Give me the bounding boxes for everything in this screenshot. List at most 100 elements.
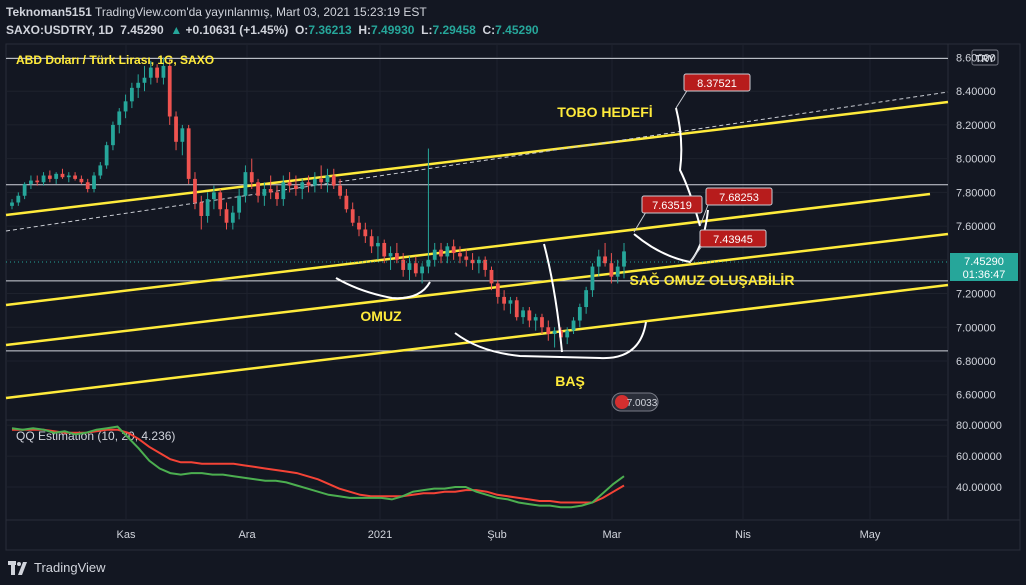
candle[interactable]	[104, 141, 109, 169]
candle[interactable]	[117, 108, 122, 134]
candle[interactable]	[161, 57, 166, 85]
candle[interactable]	[521, 307, 525, 324]
candle[interactable]	[407, 256, 412, 281]
channel-upper-line[interactable]	[5, 100, 949, 217]
publisher-name[interactable]: Teknoman5151	[6, 5, 92, 19]
candle[interactable]	[243, 165, 248, 203]
callout-shoulder[interactable]: 7.68253	[699, 187, 773, 227]
candle[interactable]	[622, 242, 626, 279]
candle[interactable]	[262, 182, 267, 206]
candle[interactable]	[388, 246, 393, 270]
candle[interactable]	[41, 172, 46, 186]
candle[interactable]	[174, 111, 178, 151]
candle[interactable]	[47, 170, 52, 183]
candle[interactable]	[552, 327, 557, 348]
currency-badge[interactable]	[971, 49, 999, 66]
candle[interactable]	[615, 259, 620, 284]
candle[interactable]	[10, 199, 14, 210]
candle[interactable]	[249, 158, 254, 190]
candle[interactable]	[363, 222, 368, 243]
candle[interactable]	[609, 253, 614, 284]
candle[interactable]	[603, 242, 607, 267]
candle[interactable]	[577, 303, 582, 328]
candle[interactable]	[540, 313, 544, 335]
candle[interactable]	[319, 165, 324, 190]
candle[interactable]	[275, 185, 279, 206]
candle[interactable]	[376, 236, 380, 260]
candle[interactable]	[369, 229, 374, 254]
candle[interactable]	[546, 320, 551, 341]
candle[interactable]	[508, 296, 513, 314]
candle[interactable]	[111, 121, 115, 151]
callout-target[interactable]: 8.37521	[675, 73, 751, 109]
candle[interactable]	[584, 286, 589, 314]
candle[interactable]	[300, 178, 305, 200]
candle[interactable]	[29, 175, 33, 190]
candle[interactable]	[287, 172, 292, 193]
candle[interactable]	[136, 74, 141, 98]
candle[interactable]	[268, 175, 273, 200]
candle[interactable]	[54, 172, 59, 184]
candle[interactable]	[338, 178, 342, 200]
candle[interactable]	[193, 172, 197, 210]
candle[interactable]	[470, 253, 475, 270]
candle[interactable]	[85, 178, 90, 193]
callout-peak[interactable]: 7.63519	[633, 195, 703, 233]
candle[interactable]	[401, 253, 406, 277]
candle[interactable]	[350, 202, 355, 227]
candle[interactable]	[73, 172, 77, 181]
candle[interactable]	[344, 189, 349, 213]
head-bottom-curve[interactable]	[454, 321, 647, 360]
candle[interactable]	[527, 307, 532, 328]
candle[interactable]	[22, 182, 27, 200]
candle[interactable]	[256, 178, 260, 203]
head-left-curve[interactable]	[543, 243, 563, 353]
candle[interactable]	[357, 215, 361, 237]
candle[interactable]	[571, 317, 576, 335]
candle[interactable]	[483, 256, 488, 277]
candle[interactable]	[205, 192, 210, 223]
candle[interactable]	[66, 172, 71, 183]
candle[interactable]	[186, 124, 191, 184]
candle[interactable]	[92, 172, 96, 193]
candle[interactable]	[533, 313, 538, 331]
channel-bottom-line[interactable]	[5, 283, 949, 400]
candle[interactable]	[129, 82, 134, 109]
candle[interactable]	[489, 266, 494, 291]
chart-canvas[interactable]: TOBO HEDEFİ OMUZ BAŞ SAĞ OMUZ OLUŞABİLİR…	[0, 0, 1026, 552]
candle[interactable]	[218, 189, 223, 216]
candle[interactable]	[123, 94, 128, 119]
candle[interactable]	[458, 246, 462, 264]
price-pane[interactable]	[5, 43, 949, 421]
candle[interactable]	[142, 65, 147, 92]
indicator-series-line[interactable]	[11, 425, 625, 509]
indicator-series-line[interactable]	[12, 428, 625, 504]
candle[interactable]	[382, 239, 387, 264]
tradingview-logo[interactable]: TradingView	[8, 560, 106, 575]
candle[interactable]	[464, 249, 469, 267]
candle[interactable]	[331, 168, 336, 190]
candle[interactable]	[35, 175, 40, 186]
candle[interactable]	[306, 175, 311, 193]
price-scale[interactable]	[947, 43, 1021, 521]
callout-low[interactable]: 7.43945	[689, 229, 767, 263]
event-marker[interactable]: 7.0033	[611, 392, 659, 412]
left-shoulder-curve[interactable]	[335, 277, 431, 300]
candle[interactable]	[237, 189, 242, 220]
candle[interactable]	[590, 263, 595, 297]
dashed-trend-line[interactable]	[5, 91, 949, 232]
channel-lower-line[interactable]	[5, 232, 949, 347]
candle[interactable]	[224, 202, 229, 230]
channel-mid-line[interactable]	[5, 192, 931, 307]
candle[interactable]	[495, 280, 500, 304]
candle[interactable]	[79, 175, 84, 184]
candle[interactable]	[420, 263, 424, 284]
candle[interactable]	[426, 148, 431, 274]
candle[interactable]	[432, 242, 437, 267]
candle[interactable]	[167, 60, 172, 125]
candle[interactable]	[565, 327, 570, 345]
candle[interactable]	[230, 205, 235, 230]
candle[interactable]	[451, 239, 456, 260]
candle[interactable]	[514, 296, 519, 321]
symbol-label[interactable]: SAXO:USDTRY, 1D	[6, 23, 114, 37]
